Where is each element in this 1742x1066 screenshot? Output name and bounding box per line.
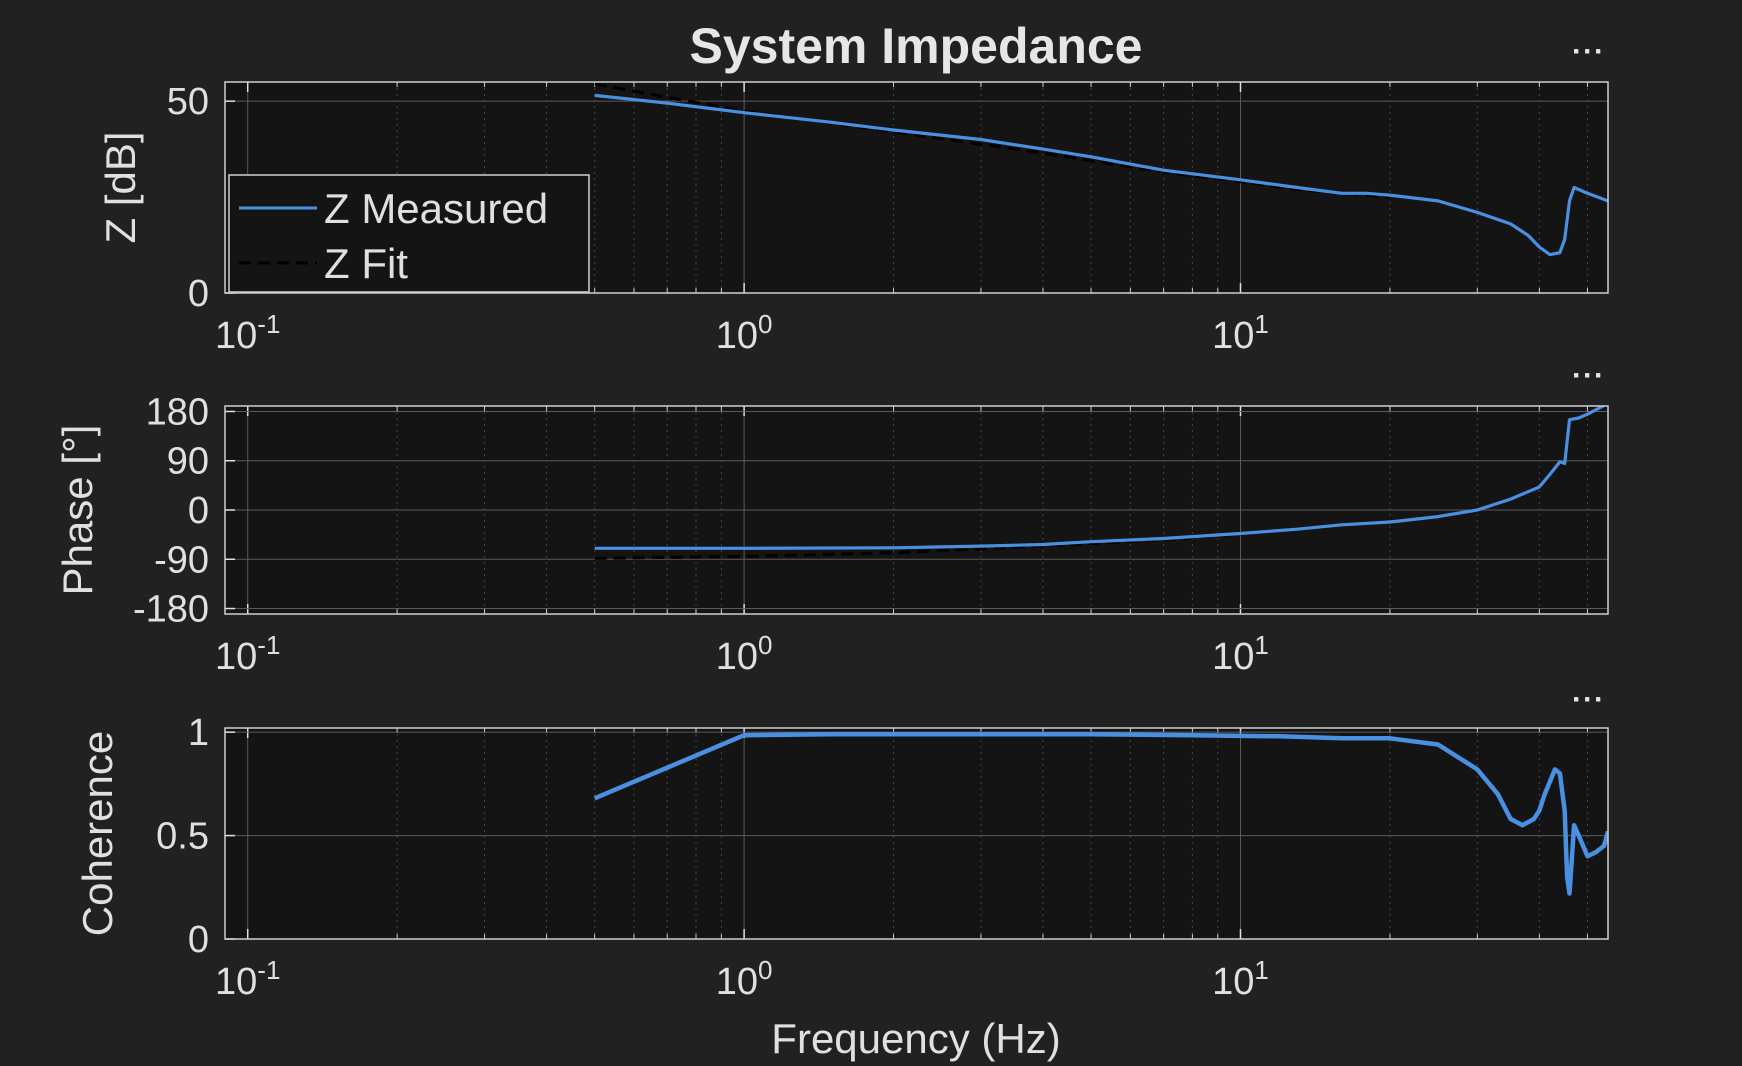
y-tick-label: 1 [188,712,209,754]
axes-3: 10-1 100 101 0 0.5 1 Coherence [74,712,1609,1003]
legend: Z Measured Z Fit [228,174,590,293]
x-tick-label: 101 [1212,309,1269,357]
figure-title: System Impedance [690,18,1143,74]
y-tick-label: 0 [188,919,209,961]
y-axis-label: Z [dB] [97,131,144,243]
axes-3-more-button[interactable]: ··· [1572,683,1605,716]
legend-label: Z Fit [324,240,408,287]
legend-label: Z Measured [324,185,548,232]
x-tick-label: 100 [716,955,773,1003]
series-z-measured [593,731,1608,896]
x-tick-label: 100 [716,309,773,357]
x-tick-label: 101 [1212,630,1269,678]
y-tick-label: 0 [188,490,209,532]
y-tick-label: 50 [167,81,209,123]
x-axis-label: Frequency (Hz) [771,1015,1060,1062]
x-tick-label: 101 [1212,955,1269,1003]
x-tick-label: 100 [716,630,773,678]
axes-frame [224,405,1609,615]
y-tick-label: 0 [188,273,209,315]
y-tick-label: -180 [133,589,209,631]
axes-2-more-button[interactable]: ··· [1572,359,1605,392]
y-tick-label: 180 [146,391,209,433]
y-tick-label: 90 [167,441,209,483]
series-z-measured [594,93,1608,257]
series-z-measured [594,406,1607,550]
x-tick-label: 10-1 [215,630,280,678]
y-axis-label: Coherence [74,731,121,936]
plot-area [225,728,1608,939]
axes-1-more-button[interactable]: ··· [1572,35,1605,68]
axes-1: 10-1 100 101 0 50 Z [dB] Z Measured Z Fit [97,81,1609,357]
axes-frame [224,81,1609,294]
x-tick-label: 10-1 [215,955,280,1003]
y-tick-label: 0.5 [156,816,209,858]
axes-frame [224,727,1609,940]
legend-box [228,174,590,293]
y-tick-label: -90 [154,539,209,581]
y-axis-label: Phase [°] [54,425,101,596]
axes-2: 10-1 100 101 -180 -90 0 90 180 Phase [°] [54,391,1609,678]
x-tick-label: 10-1 [215,309,280,357]
